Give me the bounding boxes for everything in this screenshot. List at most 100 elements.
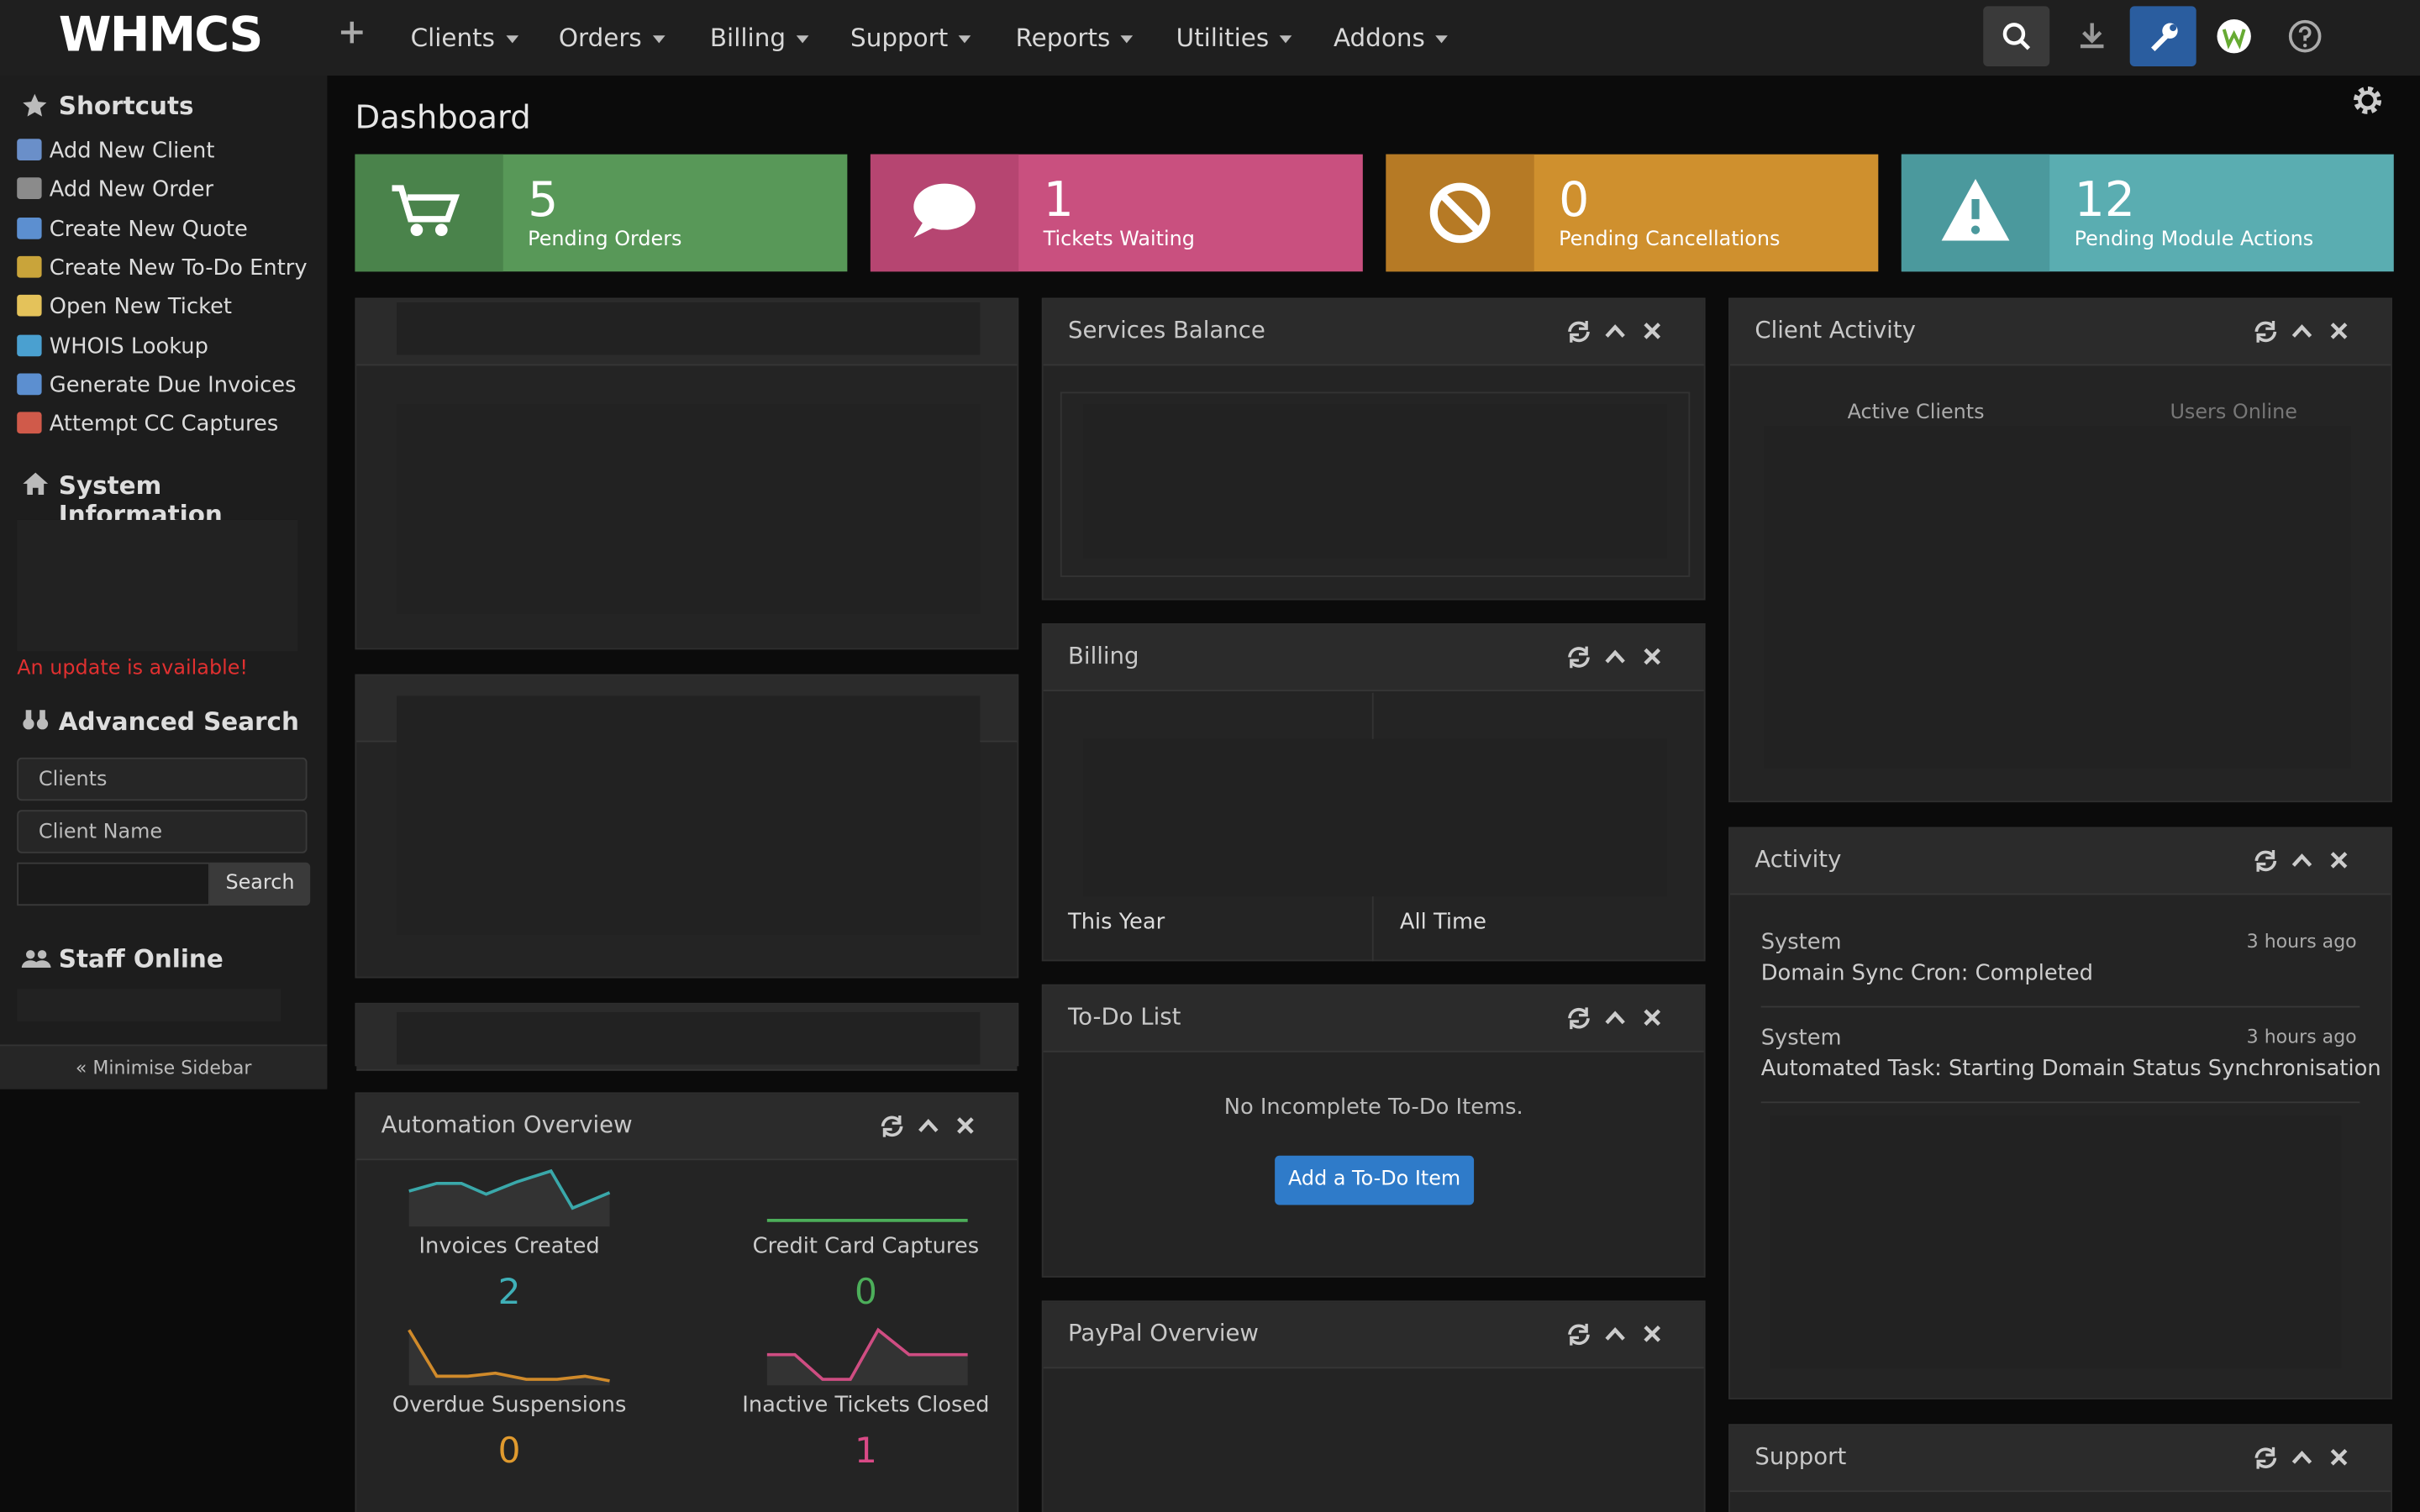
stat-value: 12 [2074, 172, 2136, 228]
panel-header: Client Activity [1729, 299, 2391, 366]
icon [392, 185, 460, 237]
shortcut-text[interactable]: Create New To-Do Entry [49, 255, 308, 281]
section-title: Advanced Search [58, 706, 299, 737]
shortcut-text[interactable]: WHOIS Lookup [49, 333, 208, 360]
nav-item[interactable]: Reports [1016, 24, 1134, 53]
panel-tool-icons[interactable] [1565, 318, 1682, 345]
support-panel: Support [1728, 1424, 2392, 1512]
marketplace-button[interactable] [2201, 6, 2267, 66]
redacted [397, 696, 981, 936]
search-type-select[interactable]: Clients [17, 757, 308, 801]
redacted-panel [355, 674, 1019, 979]
panel-tool-icons[interactable] [878, 1112, 996, 1140]
minimise-sidebar[interactable]: « Minimise Sidebar [0, 1044, 328, 1089]
help-button[interactable] [2272, 6, 2338, 66]
panel-tools[interactable] [1565, 1320, 1682, 1348]
panel-tools[interactable] [878, 1112, 996, 1140]
sparkline [408, 1168, 611, 1227]
shortcut-text[interactable]: Open New Ticket [49, 295, 232, 320]
nav-item[interactable]: Billing [710, 24, 809, 53]
shortcut-icon [17, 217, 42, 239]
panel-title: PayPal Overview [1068, 1319, 1259, 1347]
nav-item[interactable]: Support [850, 24, 971, 53]
shortcut-text[interactable]: Add New Order [49, 177, 214, 203]
panel-header: Services Balance [1043, 299, 1704, 366]
tab[interactable]: Users Online [2170, 401, 2297, 425]
shortcut-icon [17, 177, 42, 200]
metric-label: Invoices Created [418, 1234, 600, 1259]
shortcut-link[interactable]: WHOIS Lookup [17, 333, 208, 360]
shortcut-link[interactable]: Create New To-Do Entry [17, 255, 308, 281]
shortcut-icon [17, 139, 42, 161]
panel-title: Automation Overview [381, 1110, 633, 1139]
billing-panel: Billing This Year All Time [1041, 623, 1706, 962]
stat-card[interactable]: 0 Pending Cancellations [1386, 154, 1879, 272]
panel-tool-icons[interactable] [1565, 643, 1682, 671]
sidebar: Shortcuts Add New Client Add New Order Cre… [0, 76, 328, 1089]
todo-panel: To-Do List No Incomplete To-Do Items. Ad… [1041, 984, 1706, 1278]
shortcut-text[interactable]: Generate Due Invoices [49, 373, 297, 398]
shortcut-link[interactable]: Add New Order [17, 177, 214, 203]
shortcut-link[interactable]: Add New Client [17, 139, 215, 164]
metric-value: 1 [854, 1431, 877, 1473]
search-field-select[interactable]: Client Name [17, 810, 308, 853]
tab[interactable]: Active Clients [1847, 401, 1985, 425]
shortcut-link[interactable]: Create New Quote [17, 217, 248, 242]
panel-tool-icons[interactable] [1565, 1320, 1682, 1348]
search-button[interactable]: Search [209, 862, 311, 906]
redacted-panel [355, 297, 1019, 650]
binoculars-icon [23, 710, 49, 730]
billing-period: All Time [1399, 910, 1486, 936]
shortcut-link[interactable]: Open New Ticket [17, 295, 232, 320]
download-button[interactable] [2059, 6, 2125, 66]
panel-tools[interactable] [2252, 847, 2370, 874]
nav-item[interactable]: Clients [411, 24, 518, 53]
metric-label: Credit Card Captures [752, 1234, 980, 1259]
shortcut-link[interactable]: Generate Due Invoices [17, 373, 297, 398]
stat-card[interactable]: 12 Pending Module Actions [1901, 154, 2394, 272]
panel-tool-icons[interactable] [2252, 318, 2370, 345]
update-notice[interactable]: An update is available! [17, 657, 248, 681]
panel-tools[interactable] [1565, 643, 1682, 671]
stat-label: Pending Cancellations [1559, 228, 1781, 252]
settings-gear[interactable] [2349, 81, 2386, 118]
paypal-panel: PayPal Overview [1041, 1300, 1706, 1512]
nav-item[interactable]: Utilities [1176, 24, 1292, 53]
search-input[interactable] [17, 862, 210, 906]
add-todo-button[interactable]: Add a To-Do Item [1275, 1155, 1475, 1205]
activity-user: System [1760, 930, 1842, 955]
add-icon[interactable] [338, 18, 366, 46]
section-title: Staff Online [58, 944, 224, 974]
panel-tool-icons[interactable] [2252, 1444, 2370, 1472]
redacted [1083, 404, 1667, 559]
shortcut-text[interactable]: Create New Quote [49, 217, 248, 242]
panel-tool-icons[interactable] [2252, 847, 2370, 874]
balance-table [1060, 391, 1691, 577]
stat-card[interactable]: 5 Pending Orders [355, 154, 848, 272]
stat-icon [1386, 154, 1534, 272]
shortcut-text[interactable]: Add New Client [49, 139, 215, 164]
shortcut-link[interactable]: Attempt CC Captures [17, 412, 278, 437]
stat-icon [1901, 154, 2050, 272]
redacted [1083, 738, 1667, 897]
config-button[interactable] [2129, 6, 2196, 66]
panel-tools[interactable] [1565, 318, 1682, 345]
panel-tool-icons[interactable] [1565, 1005, 1682, 1032]
panel-tools[interactable] [1565, 1005, 1682, 1032]
activity-text: Domain Sync Cron: Completed [1760, 961, 2093, 986]
stat-card[interactable]: 1 Tickets Waiting [870, 154, 1363, 272]
star-icon [23, 93, 47, 117]
panel-title: Billing [1068, 642, 1139, 670]
search-button[interactable] [1983, 6, 2050, 66]
nav-item[interactable]: Addons [1334, 24, 1448, 53]
nav-item[interactable]: Orders [559, 24, 665, 53]
metric-value: 2 [497, 1273, 521, 1314]
panel-tools[interactable] [2252, 318, 2370, 345]
panel-tools[interactable] [2252, 1444, 2370, 1472]
divider [1760, 1005, 2360, 1008]
logo[interactable]: WHMCS [58, 8, 264, 64]
panel-title: To-Do List [1068, 1002, 1181, 1031]
metric-label: Inactive Tickets Closed [742, 1393, 990, 1418]
shortcut-text[interactable]: Attempt CC Captures [49, 412, 279, 437]
